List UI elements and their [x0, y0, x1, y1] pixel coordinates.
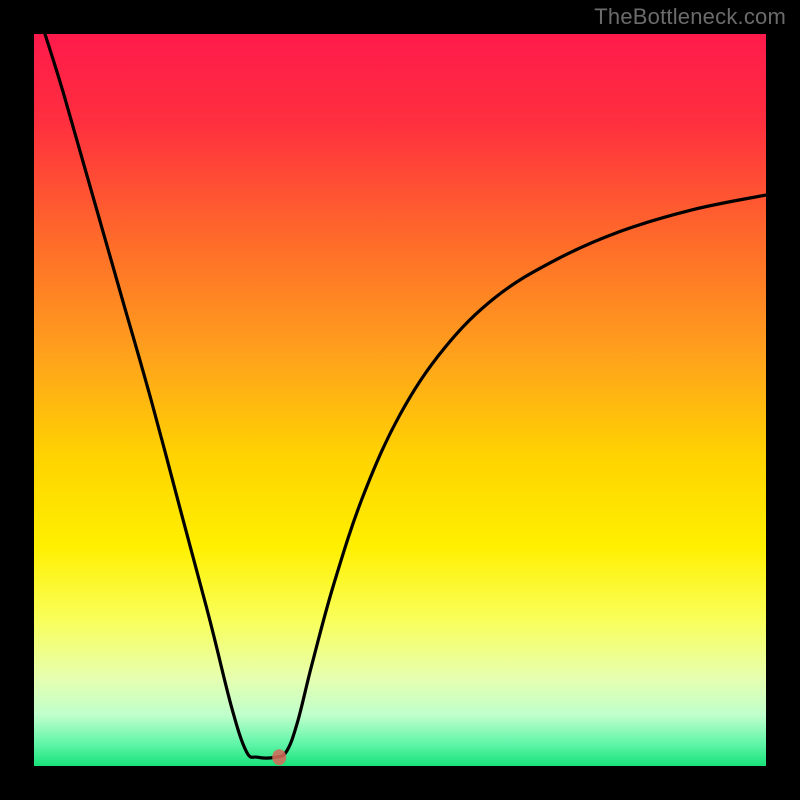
chart-frame: TheBottleneck.com [0, 0, 800, 800]
gradient-background [34, 34, 766, 766]
bottleneck-chart [0, 0, 800, 800]
watermark-label: TheBottleneck.com [594, 4, 786, 30]
optimal-point-marker [272, 749, 286, 765]
